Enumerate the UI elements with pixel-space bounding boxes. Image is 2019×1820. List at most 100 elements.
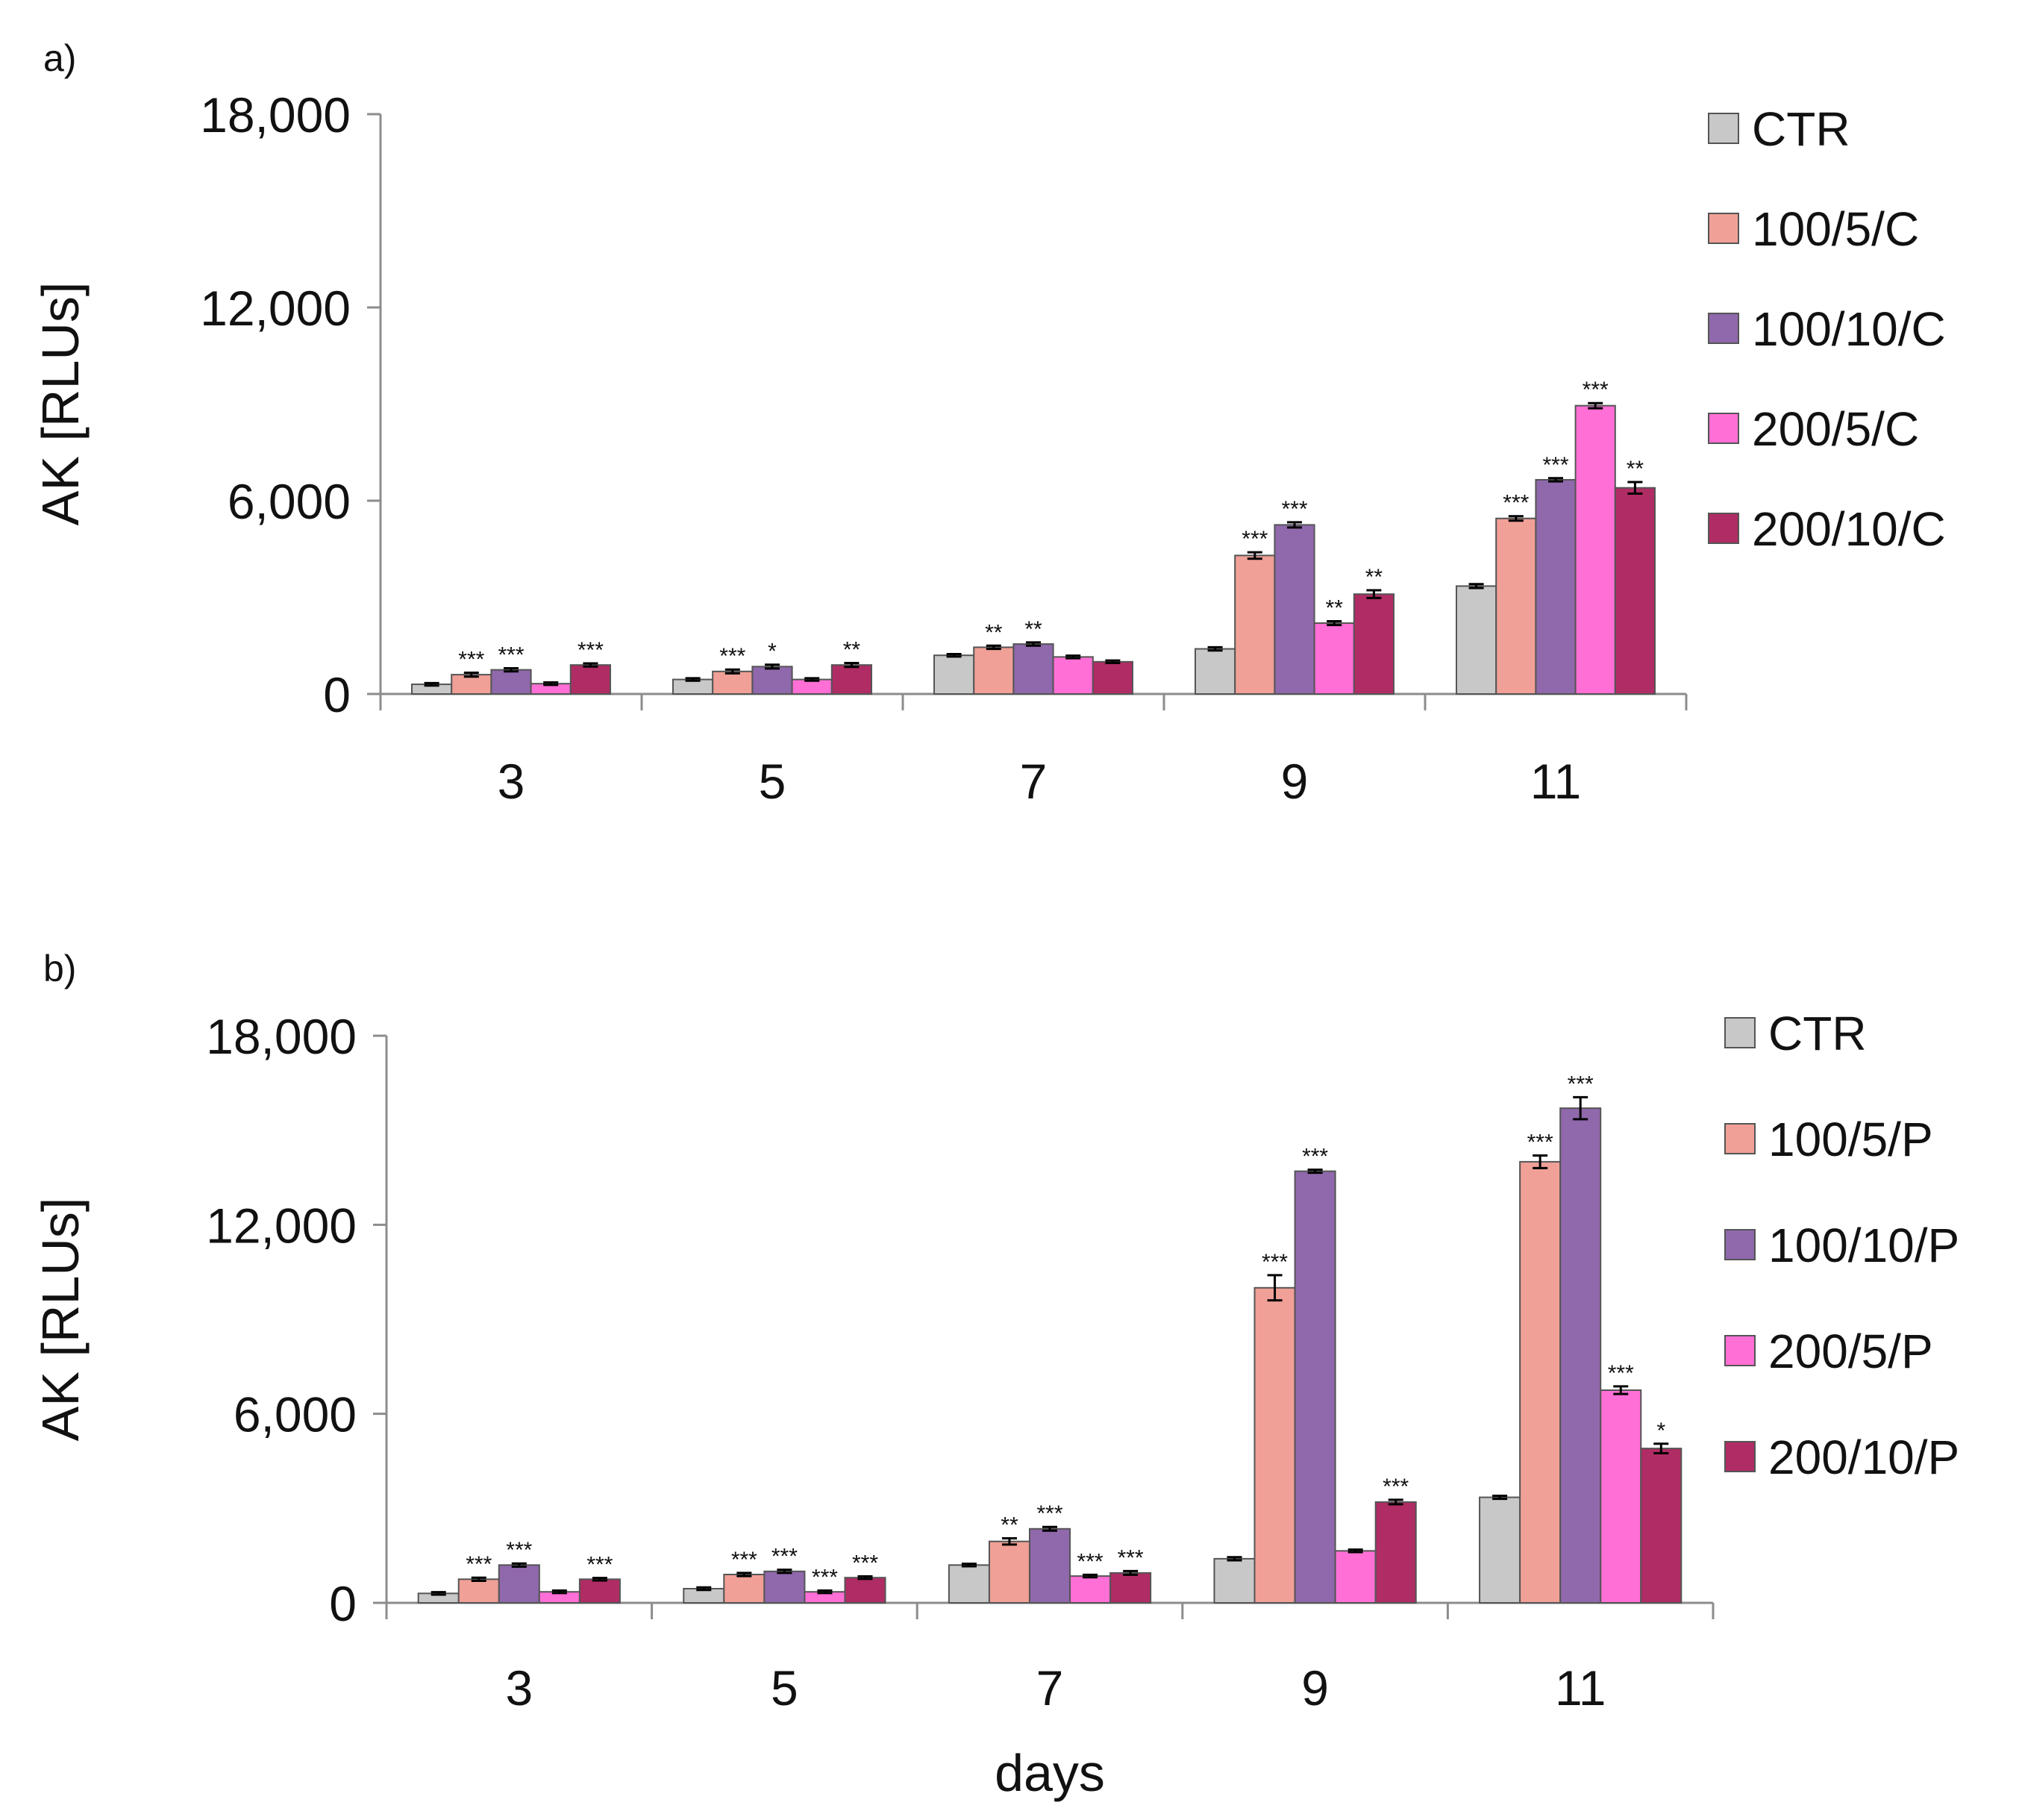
bar-200-10-P-day-3 [578, 1578, 621, 1604]
significance-label: *** [1503, 491, 1529, 516]
significance-label: *** [1583, 378, 1609, 402]
significance-label: *** [586, 1553, 613, 1577]
y-tick-label: 0 [323, 667, 351, 722]
bar-200-10-P-day-5 [844, 1577, 886, 1604]
significance-label: *** [719, 644, 745, 669]
significance-label: *** [1302, 1144, 1328, 1169]
y-axis-label: AK [RLUs] [31, 1198, 90, 1442]
legend-swatch [1708, 413, 1739, 444]
significance-label: ** [1365, 565, 1383, 590]
y-axis-label: AK [RLUs] [31, 282, 90, 526]
legend-swatch [1724, 1229, 1756, 1260]
significance-label: *** [1608, 1361, 1634, 1386]
bar-100-10-C-day-11 [1535, 478, 1577, 695]
bar-200-10-P-day-7 [1109, 1572, 1152, 1604]
significance-label: *** [1568, 1072, 1594, 1096]
legend-label: 100/5/P [1768, 1113, 1933, 1166]
x-tick-label: 3 [505, 1660, 533, 1716]
significance-label: ** [1001, 1513, 1018, 1537]
bar-200-5-C-day-9 [1313, 622, 1355, 695]
legend-label: 200/5/P [1768, 1325, 1933, 1378]
bar-200-10-C-day-9 [1353, 593, 1395, 695]
bar-CTR-day-9 [1195, 648, 1236, 695]
bar-100-10-C-day-3 [490, 669, 532, 695]
bar-100-5-P-day-3 [457, 1578, 500, 1604]
bar-200-5-C-day-11 [1574, 404, 1616, 695]
bar-100-5-C-day-11 [1495, 517, 1537, 695]
significance-label: *** [1281, 497, 1307, 522]
x-tick-label: 5 [759, 754, 786, 809]
y-tick-label: 12,000 [206, 1198, 357, 1253]
bar-200-5-P-day-11 [1600, 1389, 1642, 1604]
bar-100-5-P-day-9 [1253, 1286, 1296, 1604]
significance-label: *** [1383, 1475, 1409, 1499]
significance-label: *** [852, 1551, 878, 1576]
x-tick-label: 7 [1020, 754, 1048, 809]
x-tick-label: 7 [1036, 1660, 1064, 1716]
panel-label: b) [43, 948, 76, 989]
bar-200-10-P-day-11 [1640, 1448, 1682, 1604]
significance-label: *** [1077, 1549, 1104, 1574]
bar-100-10-C-day-5 [751, 666, 793, 695]
x-tick-label: 11 [1555, 1660, 1606, 1716]
bar-200-10-C-day-7 [1092, 660, 1134, 695]
significance-label: *** [731, 1548, 757, 1572]
bar-100-10-P-day-7 [1028, 1527, 1071, 1604]
significance-label: *** [498, 642, 524, 667]
bar-200-10-P-day-9 [1374, 1501, 1417, 1604]
y-tick-label: 6,000 [234, 1387, 357, 1442]
bar-CTR-day-11 [1456, 585, 1497, 695]
bar-100-5-P-day-5 [723, 1574, 766, 1604]
bar-200-5-P-day-7 [1069, 1575, 1112, 1604]
significance-label: ** [985, 620, 1003, 645]
bar-CTR-day-9 [1213, 1557, 1256, 1604]
bar-100-5-P-day-11 [1519, 1160, 1562, 1604]
legend-swatch [1708, 313, 1739, 344]
bar-100-10-P-day-3 [498, 1564, 540, 1604]
bar-200-10-C-day-3 [569, 664, 611, 695]
y-tick-label: 18,000 [200, 87, 351, 143]
legend-swatch [1708, 513, 1739, 544]
bar-200-10-C-day-5 [830, 664, 873, 695]
bar-CTR-day-7 [948, 1564, 990, 1604]
significance-label: *** [466, 1552, 492, 1577]
significance-label: * [768, 639, 777, 664]
significance-label: *** [458, 648, 484, 672]
panel-label: a) [43, 37, 76, 79]
significance-label: ** [1627, 457, 1644, 481]
y-tick-label: 6,000 [228, 474, 351, 529]
significance-label: * [1656, 1419, 1665, 1443]
legend-label: CTR [1768, 1007, 1867, 1060]
legend-swatch [1724, 1123, 1756, 1154]
bar-200-5-C-day-7 [1052, 656, 1094, 695]
x-tick-label: 9 [1301, 1660, 1329, 1716]
legend-swatch [1724, 1017, 1756, 1048]
y-tick-label: 18,000 [206, 1009, 357, 1064]
significance-label: ** [1024, 617, 1042, 642]
legend-swatch [1708, 213, 1739, 244]
significance-label: *** [1527, 1130, 1553, 1154]
significance-label: *** [1118, 1545, 1144, 1570]
significance-label: *** [1262, 1250, 1288, 1275]
significance-label: *** [1242, 527, 1268, 551]
legend-swatch [1724, 1335, 1756, 1366]
x-tick-label: 11 [1530, 754, 1582, 809]
x-tick-label: 5 [771, 1660, 798, 1716]
bar-100-10-C-day-7 [1012, 643, 1054, 695]
bar-200-10-C-day-11 [1614, 487, 1656, 695]
significance-label: *** [506, 1538, 532, 1563]
bar-100-10-P-day-5 [763, 1570, 806, 1604]
bar-100-5-C-day-7 [973, 646, 1015, 695]
y-tick-label: 0 [329, 1576, 357, 1631]
bar-CTR-day-7 [933, 654, 975, 695]
bar-100-5-C-day-9 [1234, 554, 1276, 695]
legend-label: CTR [1752, 102, 1850, 156]
bar-100-5-P-day-7 [988, 1540, 1030, 1604]
bar-100-5-C-day-5 [712, 670, 754, 695]
x-axis-label: days [995, 1744, 1105, 1802]
legend-label: 100/10/P [1768, 1219, 1959, 1272]
significance-label: *** [771, 1545, 798, 1569]
bar-100-10-P-day-9 [1294, 1170, 1336, 1604]
